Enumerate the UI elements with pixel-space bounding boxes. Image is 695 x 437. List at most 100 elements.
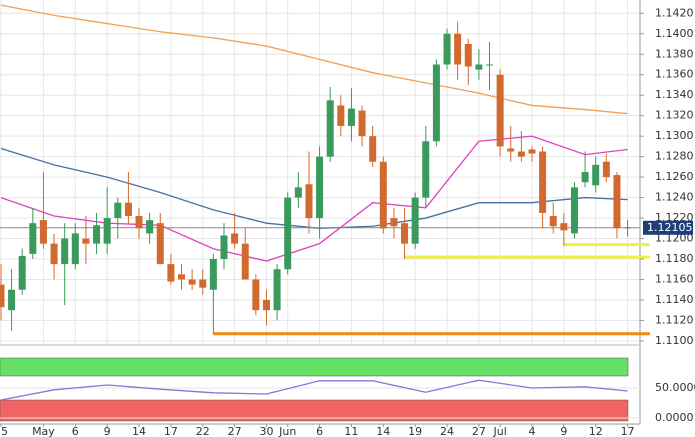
candle-body [124,202,132,217]
indicator-tick-label: 50.0000 [655,381,695,394]
x-tick-label: 4 [528,425,535,437]
y-tick-label: 1.1360 [655,68,694,81]
y-tick-label: 1.1340 [655,88,694,101]
y-tick-label: 1.1280 [655,150,694,163]
x-tick-label: Jul [492,425,506,437]
x-tick-label: 27 [228,425,242,437]
candle-body [528,149,536,154]
candle-body [103,218,111,244]
candle-body [262,299,270,311]
candle-body [316,156,324,219]
candle-body [443,33,451,65]
x-tick-label: 30 [259,425,273,437]
candle-body [82,238,90,244]
candle-body [379,161,387,229]
candle-body [369,136,377,162]
indicator-tick-label: 0.0000 [655,411,694,424]
x-tick-label: 14 [376,425,390,437]
candle-body [114,202,122,219]
candle-body [602,161,610,178]
x-tick-label: 6 [316,425,323,437]
candle-body [305,184,313,219]
candle-body [464,44,472,67]
candle-body [209,259,217,290]
candle-body [337,105,345,126]
candle-body [347,108,355,126]
candle-body [517,151,525,157]
candle-body [454,33,462,65]
candle-body [146,220,154,234]
y-tick-label: 1.1160 [655,272,694,285]
y-tick-label: 1.1120 [655,313,694,326]
candle-body [496,74,504,147]
candle-body [422,141,430,198]
x-tick-label: 11 [344,425,358,437]
candle-body [29,223,37,254]
x-tick-label: 24 [440,425,454,437]
y-tick-label: 1.1380 [655,47,694,60]
candle-body [273,269,281,311]
candle-body [560,223,568,231]
x-tick-label: 17 [621,425,635,437]
indicator-line [0,379,628,401]
candle-body [199,279,207,288]
candle-body [613,175,621,229]
y-tick-label: 1.1240 [655,191,694,204]
candle-body [411,197,419,244]
x-tick-label: 17 [164,425,178,437]
candle-body [178,274,186,280]
candle-body [241,243,249,280]
candle-body [156,223,164,265]
candle-body [326,100,334,157]
last-price-label: 1.12105 [647,221,693,234]
x-tick-label: 12 [589,425,603,437]
candle-body [220,235,228,260]
candle-body [284,197,292,270]
candle-body [486,64,494,66]
candle-body [18,255,26,290]
candle-body [570,187,578,234]
y-tick-label: 1.1140 [655,293,694,306]
candle-body [592,164,600,186]
candle-body [624,227,632,229]
candle-body [581,171,589,183]
x-tick-label: 25 [0,425,8,437]
candle-body [390,218,398,227]
candle-body [61,238,69,265]
candle-body [167,264,175,282]
candle-body [507,148,515,152]
candle-body [294,187,302,198]
candle-body [401,223,409,244]
last-price-box [643,220,693,235]
candle-body [8,289,16,311]
y-tick-label: 1.1420 [655,6,694,19]
y-tick-label: 1.1260 [655,170,694,183]
candle-body [0,284,5,308]
candle-body [188,279,196,285]
moving-average [0,4,628,115]
candle-body [539,151,547,213]
candle-body [231,233,239,244]
candle-body [358,110,366,137]
x-tick-label: 27 [472,425,486,437]
x-tick-label: 9 [104,425,111,437]
y-tick-label: 1.1320 [655,109,694,122]
x-tick-label: 22 [196,425,210,437]
candle-body [252,279,260,311]
candle-body [475,64,483,70]
x-tick-label: May [32,425,55,437]
moving-average [0,147,628,229]
y-tick-label: 1.1300 [655,129,694,142]
indicator-zone [0,399,629,422]
candle-body [39,220,47,244]
y-tick-label: 1.1180 [655,252,694,265]
candle-body [432,64,440,142]
candle-body [93,225,101,244]
x-tick-label: 14 [132,425,146,437]
y-tick-label: 1.1100 [655,334,694,347]
x-tick-label: 6 [72,425,79,437]
y-tick-label: 1.1400 [655,27,694,40]
x-tick-label: 9 [560,425,567,437]
candle-body [71,233,79,265]
